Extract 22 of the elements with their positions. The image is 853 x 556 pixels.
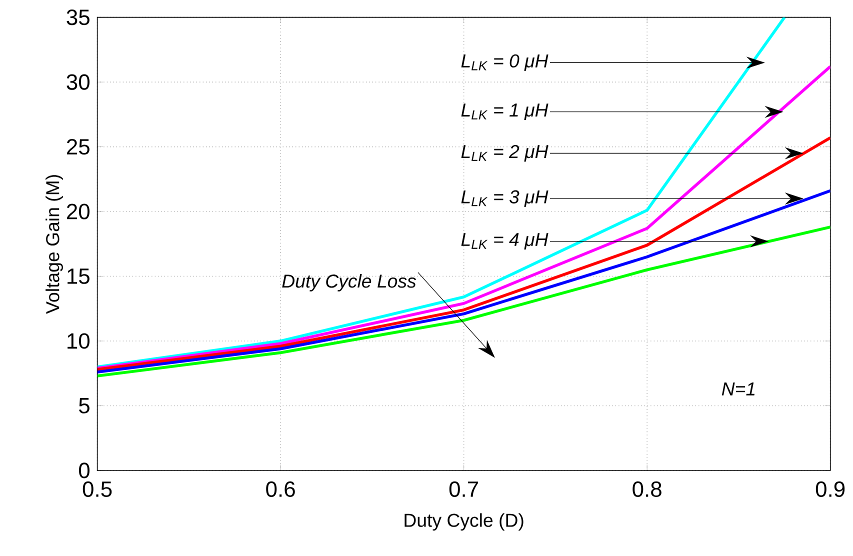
x-axis-title: Duty Cycle (D) [404, 513, 524, 531]
y-tick-label: 10 [68, 333, 90, 349]
y-axis-title: Voltage Gain (M) [46, 175, 63, 314]
x-tick-label: 0.7 [449, 482, 478, 498]
annotation: N=1 [722, 382, 755, 396]
y-tick-label: 35 [66, 10, 90, 26]
y-tick-label: 25 [67, 139, 90, 155]
annotation: L$_{LK}$ = 3 μH [461, 190, 548, 207]
x-tick-label: 0.6 [266, 482, 295, 498]
y-tick-label: 30 [66, 74, 90, 90]
x-tick-label: 0.9 [816, 482, 845, 498]
y-tick-label: 5 [79, 398, 90, 414]
y-tick-label: 20 [67, 204, 90, 220]
annotation: L$_{LK}$ = 2 μH [461, 145, 548, 162]
y-tick-label: 15 [68, 268, 90, 284]
y-tick-label: 0 [79, 462, 90, 478]
x-tick-label: 0.5 [82, 482, 112, 498]
annotation: L$_{LK}$ = 0 μH [461, 54, 548, 72]
annotation: Duty Cycle Loss [282, 274, 416, 292]
annotation: L$_{LK}$ = 4 μH [461, 233, 548, 250]
x-tick-label: 0.8 [632, 482, 662, 498]
annotation: L$_{LK}$ = 1 μH [461, 104, 548, 120]
